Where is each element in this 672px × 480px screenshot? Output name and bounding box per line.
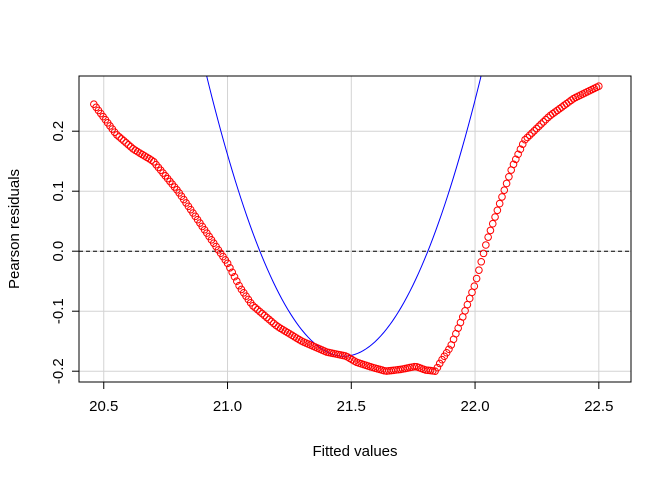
residual-point xyxy=(477,257,486,266)
residual-point xyxy=(472,274,481,283)
residual-point xyxy=(260,311,269,320)
smooth-curve xyxy=(206,76,482,357)
fitted-quadratic-line xyxy=(206,76,482,357)
residual-point xyxy=(115,133,124,141)
residual-point xyxy=(113,131,121,139)
y-tick-label: 0.1 xyxy=(50,181,67,202)
residual-point xyxy=(433,363,442,372)
residual-point xyxy=(465,294,474,303)
residual-point xyxy=(230,272,239,281)
residual-point xyxy=(120,137,128,145)
residual-point xyxy=(523,133,532,142)
residual-point xyxy=(518,140,527,148)
residual-point xyxy=(500,186,509,194)
residual-point xyxy=(228,268,236,277)
residual-point xyxy=(486,226,495,235)
residual-point xyxy=(516,145,525,154)
residual-point xyxy=(458,313,467,321)
y-tick-label: -0.2 xyxy=(50,358,67,384)
y-axis-title: Pearson residuals xyxy=(6,169,23,289)
x-tick-label: 21.5 xyxy=(337,398,366,415)
residual-points xyxy=(90,82,603,375)
x-tick-label: 22.5 xyxy=(584,398,613,415)
residual-point xyxy=(509,160,518,169)
residual-point xyxy=(525,131,534,140)
residual-point xyxy=(595,82,603,90)
residual-point xyxy=(122,139,130,147)
x-axis-title: Fitted values xyxy=(312,443,397,460)
residual-point xyxy=(117,135,126,143)
residual-point xyxy=(124,141,133,149)
residual-point xyxy=(475,266,483,274)
residual-point xyxy=(267,317,276,326)
residual-point xyxy=(249,301,257,310)
residual-point xyxy=(262,313,271,322)
residual-point xyxy=(251,303,260,312)
x-axis: 20.5 21.0 21.5 22.0 22.5 xyxy=(89,381,613,415)
residual-point xyxy=(435,359,444,368)
residual-point xyxy=(235,281,243,290)
y-tick-label: 0.2 xyxy=(50,121,67,142)
residual-point xyxy=(530,127,539,135)
y-axis: -0.2 -0.1 0.0 0.1 0.2 xyxy=(50,121,80,384)
residual-point xyxy=(521,135,529,144)
residual-point xyxy=(514,150,522,159)
residual-point xyxy=(468,288,476,297)
residual-point xyxy=(463,300,472,309)
residual-point xyxy=(537,120,545,128)
residual-point xyxy=(544,113,552,122)
x-tick-label: 21.0 xyxy=(213,398,242,415)
residual-point xyxy=(226,264,234,272)
x-tick-label: 22.0 xyxy=(460,398,489,415)
residual-point xyxy=(512,155,520,164)
residual-point xyxy=(233,277,241,286)
y-tick-label: 0.0 xyxy=(50,241,67,262)
residual-point xyxy=(265,315,273,324)
residual-point xyxy=(484,233,492,241)
residual-point xyxy=(505,172,513,181)
y-tick-label: -0.1 xyxy=(50,298,67,324)
x-tick-label: 20.5 xyxy=(89,398,118,415)
residual-point xyxy=(488,219,497,228)
residual-point xyxy=(269,319,278,328)
residual-point xyxy=(479,249,488,258)
residual-point xyxy=(445,345,453,354)
residual-point xyxy=(498,193,506,201)
residual-point xyxy=(491,213,499,221)
residual-point xyxy=(223,259,232,268)
residual-point xyxy=(495,199,504,208)
residual-point xyxy=(482,241,490,249)
residual-point xyxy=(256,307,264,316)
residual-point xyxy=(541,115,550,124)
residual-point xyxy=(535,122,543,131)
residual-point xyxy=(253,305,262,314)
residual-point xyxy=(532,124,541,133)
residual-point xyxy=(258,309,266,318)
residual-point xyxy=(539,118,548,126)
residual-point xyxy=(528,129,536,137)
residual-point xyxy=(502,179,511,188)
residual-point xyxy=(410,362,419,371)
residual-point xyxy=(493,206,502,215)
residual-point xyxy=(147,156,156,164)
residual-point xyxy=(470,282,479,290)
